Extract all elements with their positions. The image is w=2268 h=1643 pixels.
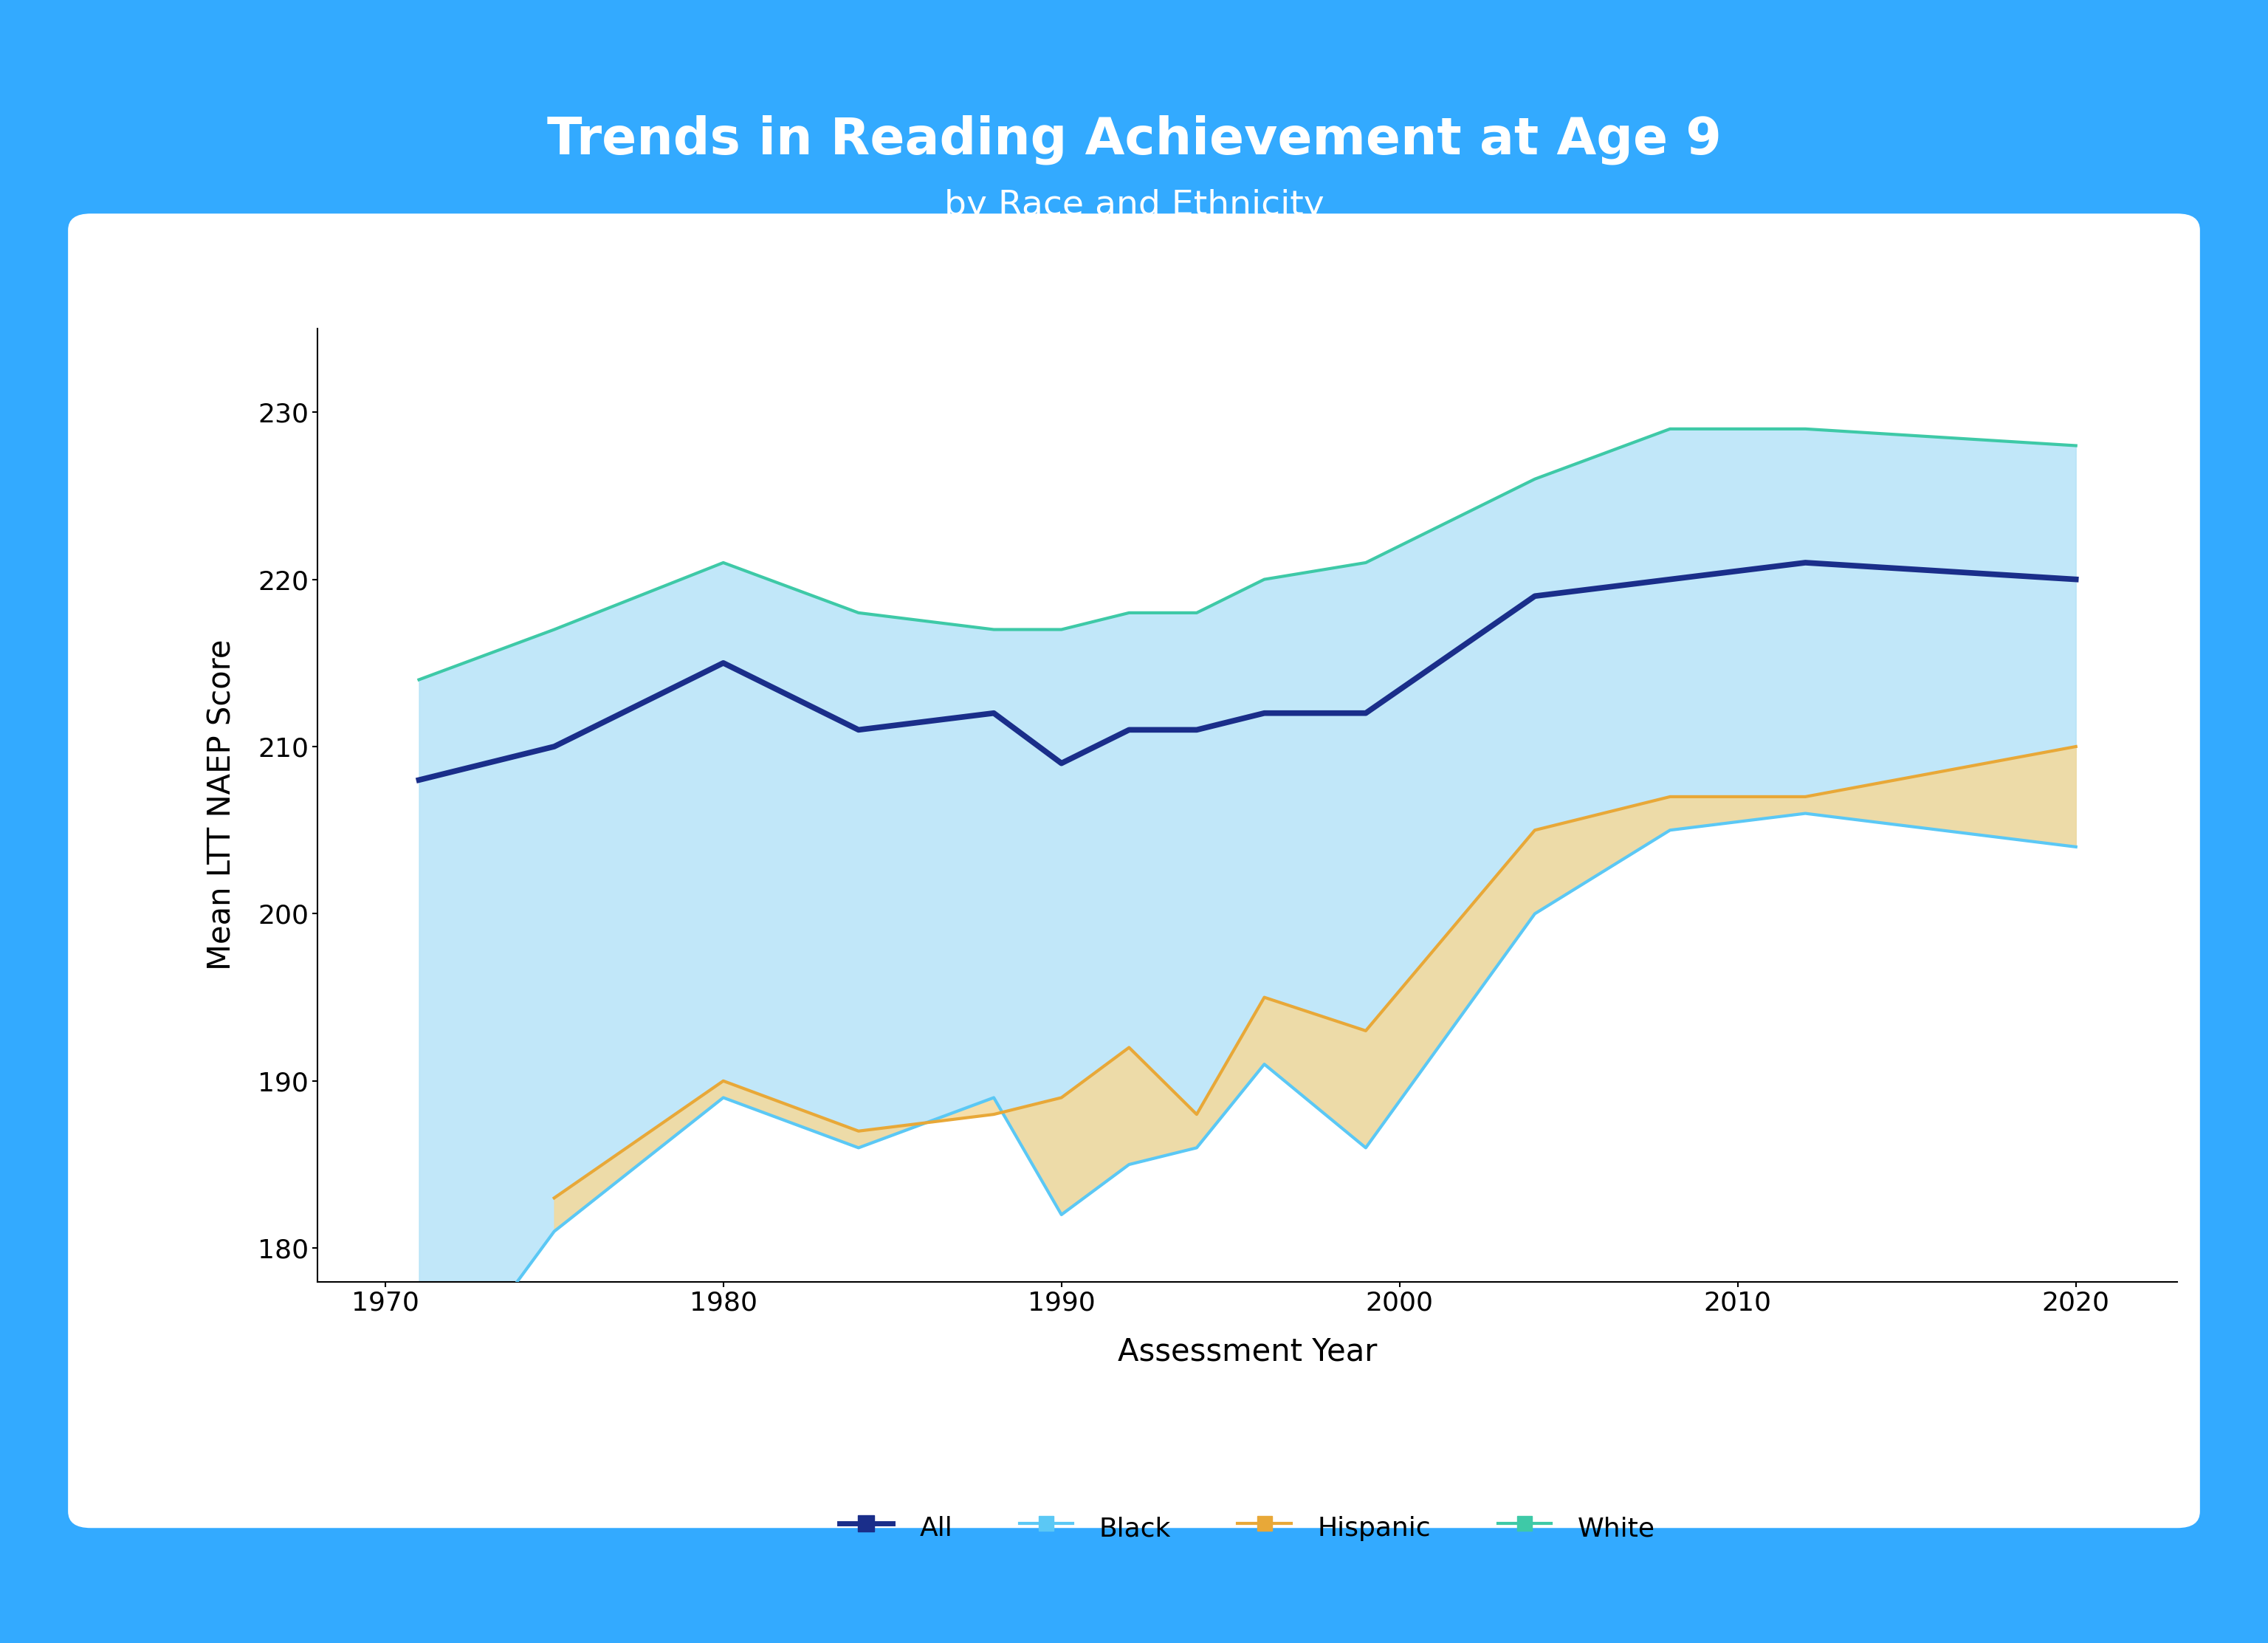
X-axis label: Assessment Year: Assessment Year <box>1118 1336 1377 1367</box>
Text: by Race and Ethnicity: by Race and Ethnicity <box>943 189 1325 222</box>
Y-axis label: Mean LTT NAEP Score: Mean LTT NAEP Score <box>206 639 238 971</box>
Legend: All, Black, Hispanic, White: All, Black, Hispanic, White <box>828 1500 1667 1554</box>
Text: Trends in Reading Achievement at Age 9: Trends in Reading Achievement at Age 9 <box>547 115 1721 164</box>
